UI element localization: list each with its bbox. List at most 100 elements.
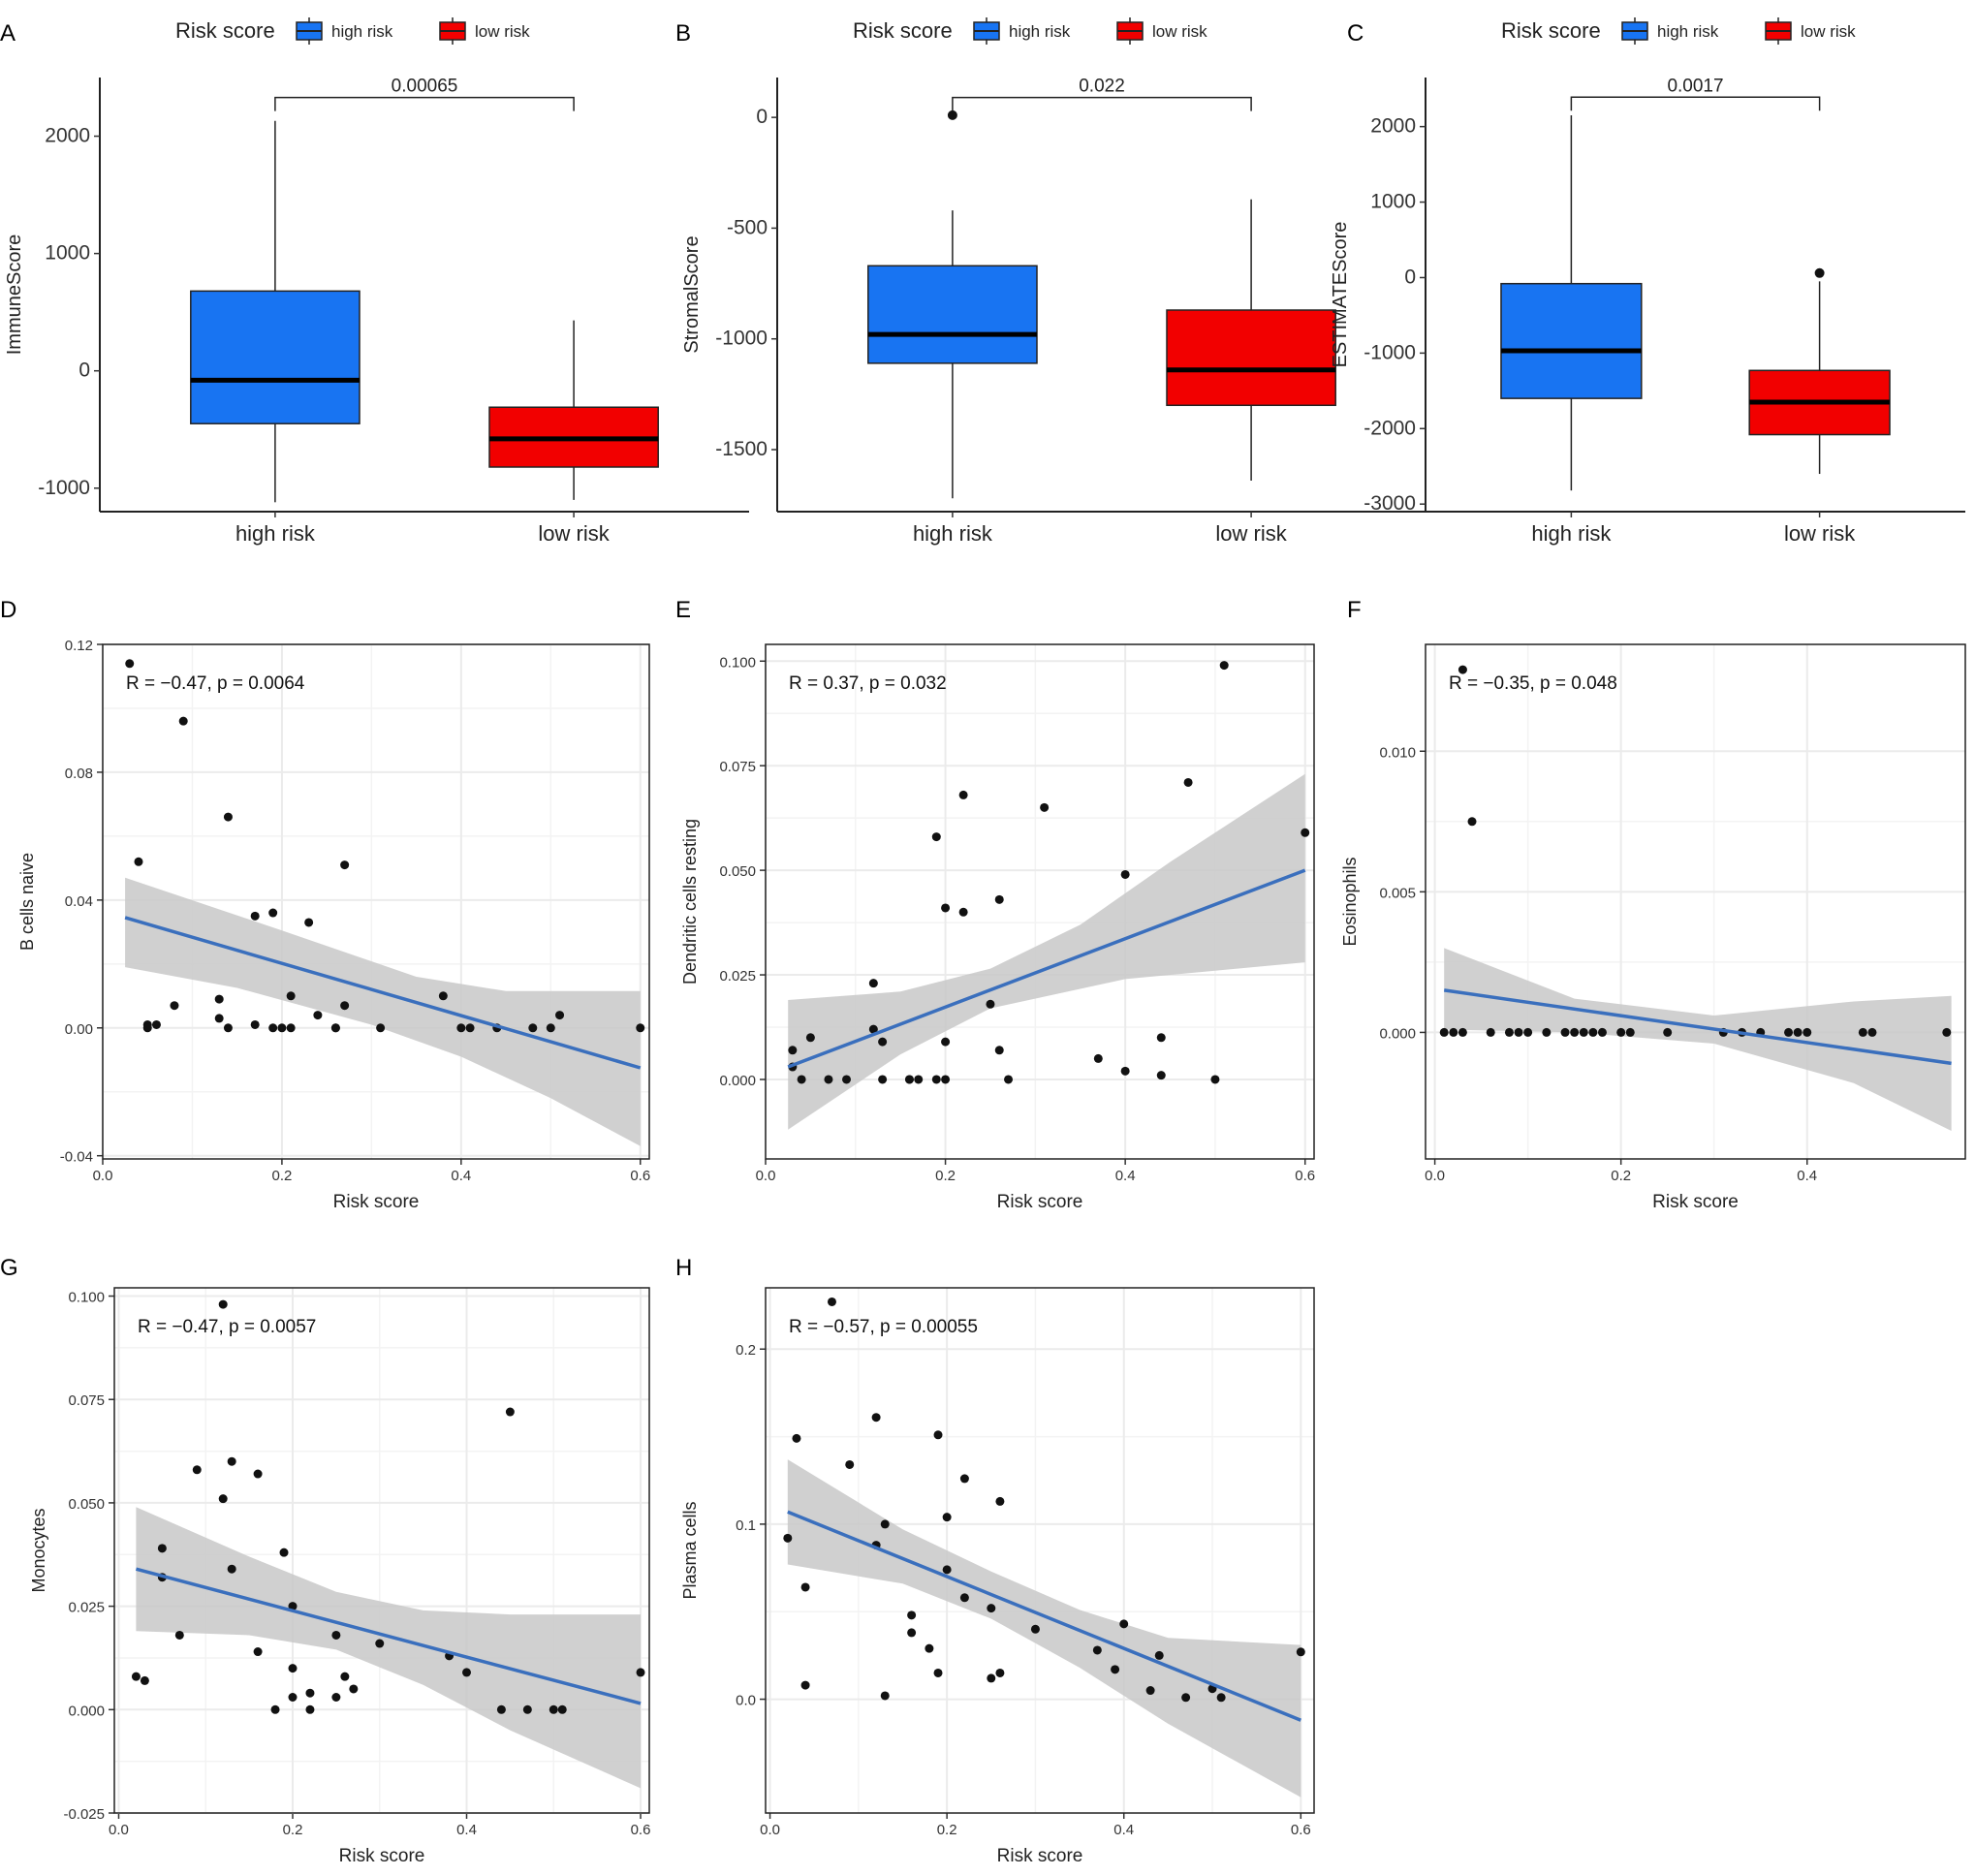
significance-bracket: [274, 96, 575, 111]
outlier-point: [947, 109, 957, 120]
x-tick-label: 0.4: [1797, 1168, 1817, 1184]
y-tick-label: 0.075: [68, 1392, 105, 1409]
y-tick-label: 0: [78, 360, 90, 382]
confidence-band: [136, 1507, 641, 1789]
data-point: [1458, 665, 1467, 674]
data-point: [942, 1513, 952, 1522]
data-point: [1004, 1075, 1014, 1084]
data-point: [174, 1630, 184, 1640]
data-point: [1784, 1027, 1794, 1037]
x-tick-label: 0.0: [756, 1168, 776, 1184]
data-point: [1156, 1071, 1166, 1080]
data-point: [1597, 1027, 1607, 1037]
y-axis-title: Plasma cells: [680, 1501, 700, 1599]
y-tick-label: 0.12: [65, 638, 93, 654]
data-point: [958, 790, 968, 799]
data-point: [375, 1639, 385, 1648]
data-point: [549, 1704, 558, 1714]
x-tick-label: low risk: [1215, 521, 1287, 546]
data-point: [987, 1604, 996, 1613]
box-low-risk: [1166, 309, 1336, 407]
data-point: [792, 1433, 801, 1443]
x-axis-title: Risk score: [997, 1846, 1083, 1866]
data-point: [1588, 1027, 1598, 1037]
y-tick-label: 0.2: [736, 1342, 756, 1359]
x-tick-label: 0.6: [1291, 1822, 1311, 1838]
boxplot-panel-C: Risk score high risk low risk -3000 -2000 -10…: [1330, 17, 1965, 546]
panel-label-D: D: [0, 597, 16, 623]
data-point: [824, 1075, 833, 1084]
y-tick-label: -1000: [38, 477, 90, 499]
y-tick-label: -1000: [1364, 341, 1416, 363]
scatter-panel-D: 0.0 0.2 0.4 0.6 -0.04 0.00 0.04 0.08 0.12 R = −0.…: [17, 638, 650, 1212]
confidence-band: [787, 1459, 1301, 1798]
data-point: [340, 1001, 350, 1011]
y-tick-label: 2000: [1370, 115, 1416, 138]
data-point: [1093, 1053, 1103, 1063]
data-point: [995, 1496, 1005, 1506]
data-point: [253, 1469, 263, 1479]
data-point: [1092, 1645, 1102, 1655]
data-point: [805, 1033, 815, 1043]
x-axis-title: Risk score: [997, 1192, 1083, 1212]
regression-line: [124, 916, 642, 1070]
data-point: [214, 1014, 224, 1023]
data-point: [340, 1672, 350, 1681]
y-tick-label: 0.050: [68, 1496, 105, 1513]
data-point: [1183, 777, 1193, 787]
data-point: [125, 659, 135, 669]
x-tick-label: 0.4: [1113, 1822, 1134, 1838]
y-tick-label: 0.000: [719, 1073, 756, 1089]
data-point: [925, 1643, 934, 1653]
x-axis-title: Risk score: [339, 1846, 425, 1866]
data-point: [1181, 1693, 1191, 1703]
data-point: [797, 1075, 806, 1084]
data-point: [131, 1672, 141, 1681]
data-point: [995, 1668, 1005, 1677]
data-point: [1458, 1027, 1467, 1037]
data-point: [1663, 1027, 1673, 1037]
data-point: [456, 1023, 466, 1033]
x-tick-label: low risk: [538, 521, 610, 546]
y-tick-label: 0.000: [1379, 1025, 1416, 1042]
x-axis-title: Risk score: [1652, 1192, 1739, 1212]
y-tick-label: 0.08: [65, 766, 93, 782]
outlier-point: [1814, 267, 1825, 278]
legend-label: high risk: [331, 22, 393, 41]
data-point: [1570, 1027, 1580, 1037]
panel-label-A: A: [0, 20, 16, 47]
confidence-band: [125, 877, 641, 1146]
p-value-label: 0.0017: [1667, 76, 1723, 96]
data-point: [192, 1465, 202, 1475]
data-point: [871, 1413, 881, 1423]
x-tick-label: 0.0: [760, 1822, 780, 1838]
data-point: [1119, 1619, 1129, 1629]
data-point: [1858, 1027, 1867, 1037]
data-point: [868, 1024, 878, 1034]
data-point: [1216, 1693, 1226, 1703]
data-point: [1120, 1066, 1130, 1076]
y-tick-label: 0.000: [68, 1703, 105, 1719]
x-tick-label: 0.6: [630, 1168, 650, 1184]
data-point: [142, 1023, 152, 1033]
data-point: [842, 1075, 852, 1084]
box-high-risk: [867, 265, 1038, 364]
y-tick-label: 0.1: [736, 1517, 756, 1534]
data-point: [140, 1675, 149, 1685]
data-point: [914, 1075, 924, 1084]
data-point: [878, 1037, 888, 1047]
data-point: [277, 1023, 287, 1033]
correlation-annotation: R = 0.37, p = 0.032: [789, 673, 947, 694]
x-tick-label: 0.6: [631, 1822, 651, 1838]
legend-title: Risk score: [175, 18, 275, 43]
data-point: [151, 1019, 161, 1029]
x-tick-label: 0.2: [271, 1168, 292, 1184]
data-point: [253, 1647, 263, 1657]
data-point: [1504, 1027, 1514, 1037]
x-tick-label: 0.0: [1425, 1168, 1445, 1184]
y-tick-label: 1000: [45, 242, 90, 265]
boxplot-panel-B: Risk score high risk low risk -1500 -1000 -50…: [681, 17, 1426, 546]
correlation-annotation: R = −0.35, p = 0.048: [1449, 673, 1617, 694]
data-point: [227, 1564, 236, 1574]
